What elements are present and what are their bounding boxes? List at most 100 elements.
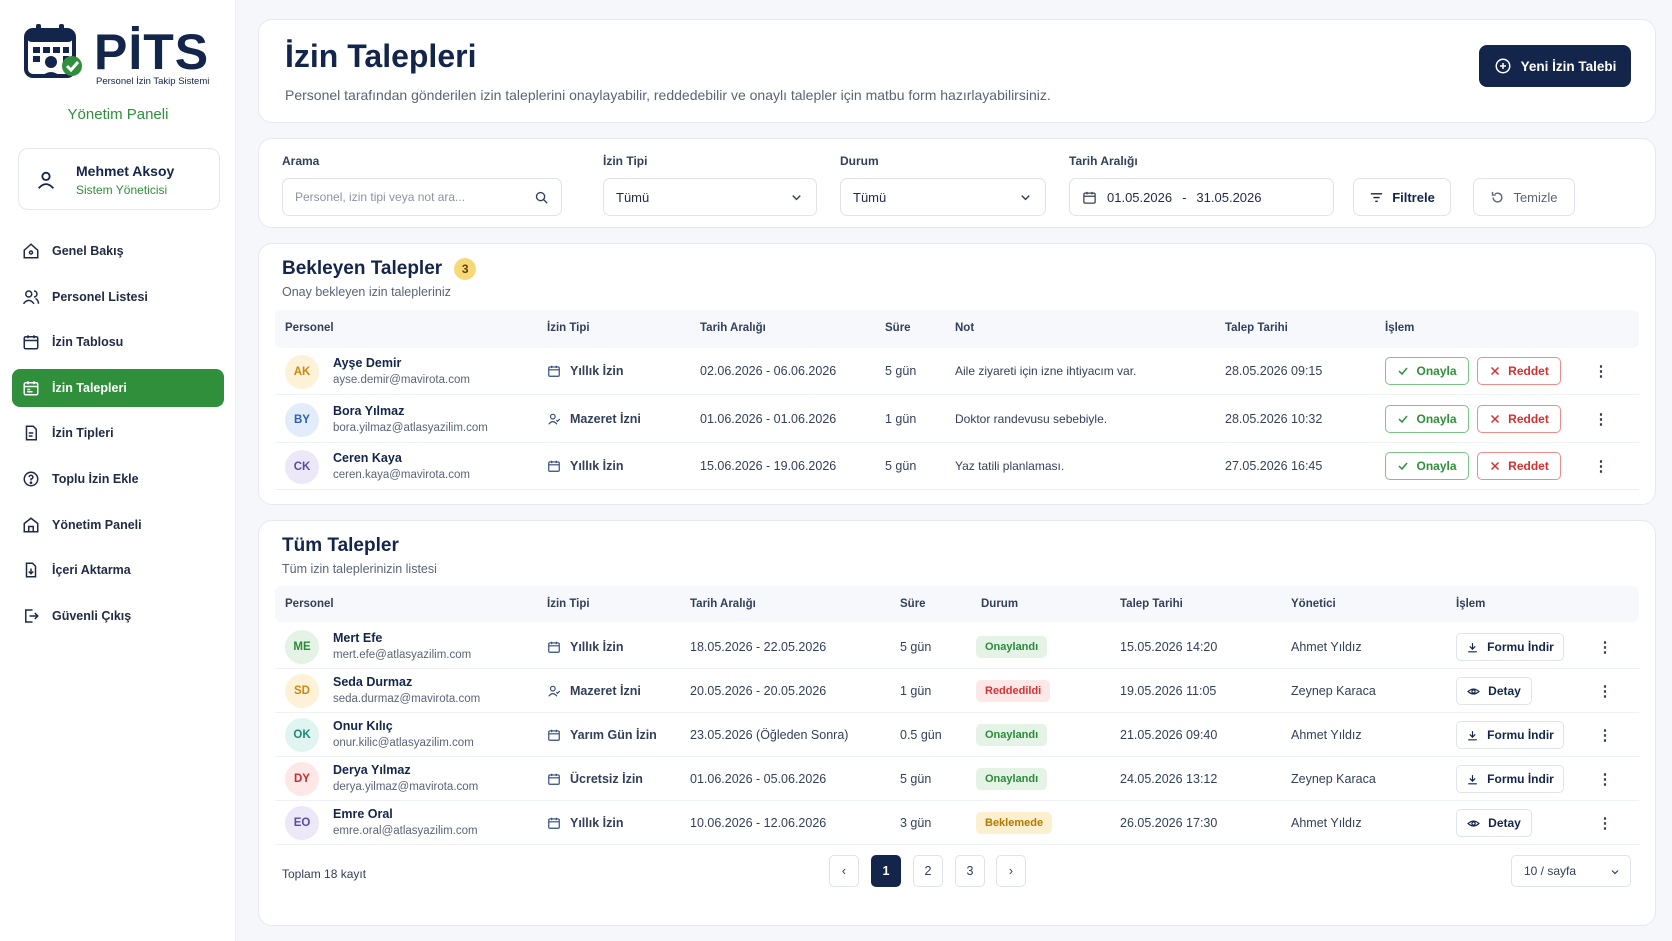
- leave-type-label: Yıllık İzin: [570, 459, 624, 473]
- sidebar-item-label: İzin Talepleri: [52, 380, 127, 395]
- total-records: Toplam 18 kayıt: [282, 867, 367, 881]
- column-header: Talep Tarihi: [1120, 598, 1183, 610]
- panel-title: Yönetim Paneli: [67, 106, 169, 123]
- chevron-down-icon: [1021, 195, 1030, 201]
- page-title: İzin Talepleri: [285, 38, 477, 74]
- sidebar-item-label: İçeri Aktarma: [52, 563, 131, 578]
- more-options-icon[interactable]: ⋮: [1597, 639, 1613, 656]
- filter-button-label: Filtrele: [1392, 189, 1435, 205]
- sidebar-item-izin-tipleri[interactable]: İzin Tipleri: [12, 414, 224, 452]
- clear-button[interactable]: Temizle: [1473, 178, 1575, 216]
- pending-row: AK Ayşe Demir ayse.demir@mavirota.com Yıllı…: [275, 348, 1639, 395]
- page-button-1[interactable]: 1: [871, 855, 901, 887]
- person-email: ayse.demir@mavirota.com: [333, 374, 470, 386]
- calendar-icon: [23, 381, 39, 396]
- download-form-button[interactable]: Formu İndir: [1456, 633, 1564, 661]
- type-filter-select[interactable]: Tümü: [603, 178, 817, 216]
- date-filter-label: Tarih Aralığı: [1069, 154, 1138, 168]
- check-icon: [1398, 415, 1409, 423]
- sidebar-item-izin-talepleri[interactable]: İzin Talepleri: [12, 368, 224, 407]
- reject-button[interactable]: Reddet: [1477, 452, 1561, 480]
- sidebar-item-toplu-izin-ekle[interactable]: Toplu İzin Ekle: [12, 460, 224, 498]
- sidebar-item-label: İzin Tablosu: [52, 335, 124, 350]
- sidebar-item-yonetim-paneli[interactable]: Yönetim Paneli: [12, 506, 224, 544]
- approve-label: Onayla: [1416, 459, 1457, 473]
- all-title-text: Tüm Talepler: [282, 535, 399, 556]
- sidebar-item-label: İzin Tipleri: [52, 426, 114, 441]
- date-range-input[interactable]: 01.05.2026 - 31.05.2026: [1069, 178, 1334, 216]
- user-card[interactable]: Mehmet Aksoy Sistem Yöneticisi: [18, 148, 220, 210]
- page-button-2[interactable]: 2: [913, 855, 943, 887]
- more-options-icon[interactable]: ⋮: [1593, 363, 1609, 380]
- detail-button[interactable]: Detay: [1456, 677, 1532, 705]
- sidebar-item-izin-tablosu[interactable]: İzin Tablosu: [12, 323, 224, 361]
- page-button-3[interactable]: 3: [955, 855, 985, 887]
- person-name: Mert Efe: [333, 631, 383, 645]
- approve-button[interactable]: Onayla: [1385, 357, 1469, 385]
- calendar-icon: [548, 817, 560, 829]
- sidebar-item-guvenli-cikis[interactable]: Güvenli Çıkış: [12, 597, 224, 635]
- person-email: derya.yilmaz@mavirota.com: [333, 781, 479, 793]
- table-row: ME Mert Efe mert.efe@atlasyazilim.com Yıllı…: [275, 625, 1639, 669]
- page-size-select[interactable]: 10 / sayfa: [1511, 855, 1631, 887]
- prev-page-button[interactable]: ‹: [829, 855, 859, 887]
- calendar-logo-icon: [24, 24, 82, 78]
- request-date: 21.05.2026 09:40: [1120, 728, 1218, 742]
- column-header: Talep Tarihi: [1225, 322, 1288, 334]
- leave-type: Yıllık İzin: [547, 364, 624, 378]
- more-options-icon[interactable]: ⋮: [1597, 683, 1613, 700]
- leave-type-label: Yıllık İzin: [570, 640, 624, 654]
- brand-logo[interactable]: PİTS Personel İzin Takip Sistemi: [22, 22, 222, 92]
- next-page-button[interactable]: ›: [996, 855, 1026, 887]
- request-date: 28.05.2026 10:32: [1225, 411, 1323, 426]
- date-range: 01.06.2026 - 01.06.2026: [700, 411, 837, 426]
- more-options-icon[interactable]: ⋮: [1593, 458, 1609, 475]
- duration: 3 gün: [900, 816, 932, 830]
- table-row: DY Derya Yılmaz derya.yilmaz@mavirota.com Ü…: [275, 757, 1639, 801]
- sidebar-item-iceri-aktarma[interactable]: İçeri Aktarma: [12, 551, 224, 589]
- action-label: Formu İndir: [1487, 772, 1554, 786]
- download-form-button[interactable]: Formu İndir: [1456, 721, 1564, 749]
- reject-label: Reddet: [1508, 364, 1549, 378]
- status-filter-select[interactable]: Tümü: [840, 178, 1046, 216]
- new-leave-request-button[interactable]: Yeni İzin Talebi: [1479, 45, 1631, 87]
- approve-button[interactable]: Onayla: [1385, 404, 1469, 433]
- sidebar-item-genel-bakis[interactable]: Genel Bakış: [12, 232, 224, 270]
- download-form-button[interactable]: Formu İndir: [1456, 765, 1564, 793]
- building-icon: [23, 516, 39, 533]
- download-icon: [1468, 774, 1477, 784]
- action-label: Formu İndir: [1487, 640, 1554, 654]
- calendar-icon: [548, 729, 560, 741]
- more-options-icon[interactable]: ⋮: [1593, 410, 1609, 428]
- filter-button[interactable]: Filtrele: [1353, 178, 1451, 216]
- leave-type-label: Yarım Gün İzin: [570, 728, 657, 742]
- column-header: Tarih Aralığı: [700, 322, 766, 334]
- avatar: SD: [285, 674, 319, 708]
- reject-button[interactable]: Reddet: [1477, 404, 1561, 433]
- brand-name: PİTS: [94, 24, 210, 80]
- sidebar-item-label: Güvenli Çıkış: [52, 608, 132, 623]
- avatar: BY: [285, 402, 319, 437]
- more-options-icon[interactable]: ⋮: [1597, 727, 1613, 744]
- all-table-header: Personel İzin Tipi Tarih Aralığı Süre Du…: [275, 586, 1639, 622]
- detail-button[interactable]: Detay: [1456, 809, 1532, 837]
- sidebar-item-personel-listesi[interactable]: Personel Listesi: [12, 278, 224, 316]
- page-size-value: 10 / sayfa: [1524, 864, 1577, 878]
- duration: 5 gün: [900, 640, 932, 654]
- user-role: Sistem Yöneticisi: [76, 183, 168, 197]
- duration: 5 gün: [900, 772, 932, 786]
- home-icon: [23, 243, 39, 259]
- reject-button[interactable]: Reddet: [1477, 357, 1561, 385]
- request-date: 27.05.2026 16:45: [1225, 459, 1323, 473]
- pending-requests-section: Bekleyen Talepler 3 Onay bekleyen izin t…: [258, 243, 1656, 505]
- pending-subtitle: Onay bekleyen izin talepleriniz: [282, 285, 451, 299]
- more-options-icon[interactable]: ⋮: [1597, 771, 1613, 788]
- approve-button[interactable]: Onayla: [1385, 452, 1469, 480]
- search-input[interactable]: Personel, izin tipi veya not ara...: [282, 178, 562, 216]
- column-header: İşlem: [1385, 322, 1415, 334]
- more-options-icon[interactable]: ⋮: [1597, 815, 1613, 832]
- user-name: Mehmet Aksoy: [76, 163, 175, 179]
- download-icon: [1468, 730, 1477, 740]
- request-date: 15.05.2026 14:20: [1120, 640, 1218, 654]
- person-email: onur.kilic@atlasyazilim.com: [333, 737, 474, 749]
